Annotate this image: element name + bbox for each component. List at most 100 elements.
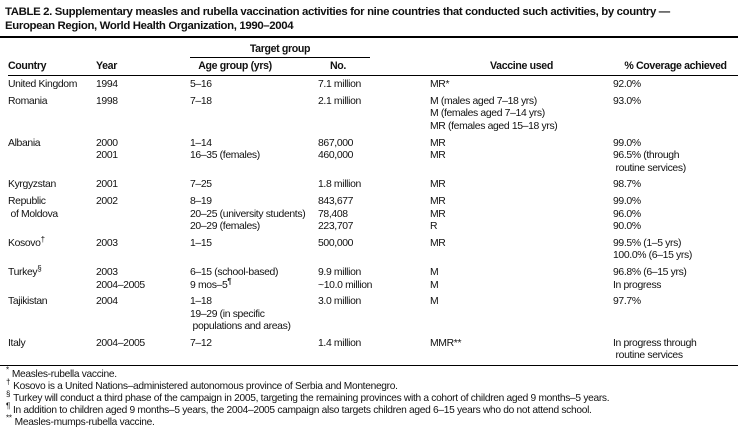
footnote-text: Turkey will conduct a third phase of the… [13, 393, 610, 405]
cell-year [96, 321, 190, 334]
cell-year: 2004 [96, 296, 118, 308]
country-name: Kosovo [8, 237, 41, 249]
table-row: Albania 2000 1–14 867,000 MR 99.0% [8, 134, 738, 151]
cell-age-group: 1–15 [190, 237, 212, 249]
cell-year: 2001 [96, 150, 118, 162]
cell-coverage [613, 321, 738, 334]
pilcrow-footnote-marker: ¶ [227, 277, 232, 287]
cell-country: Romania [8, 95, 48, 107]
cell-year [96, 250, 190, 263]
cell-year [96, 121, 190, 134]
table-row: 2001 16–35 (females) 460,000 MR 96.5% (t… [8, 150, 738, 163]
table-body: United Kingdom 1994 5–16 7.1 million MR*… [8, 76, 738, 363]
cell-year: 2001 [96, 179, 118, 191]
cell-year: 2003 [96, 266, 118, 278]
table-row: 2004–2005 9 mos–5¶ ~10.0 million M In pr… [8, 277, 738, 293]
cell-vaccine: R [430, 221, 438, 233]
table-row: Turkey§ 2003 6–15 (school-based) 9.9 mil… [8, 263, 738, 280]
table-row: 100.0% (6–15 yrs) [8, 250, 738, 263]
cell-vaccine: M (males aged 7–18 yrs) [430, 95, 537, 107]
cell-country: Turkey§ [8, 263, 96, 280]
table-title-line1: TABLE 2. Supplementary measles and rubel… [5, 6, 670, 18]
cell-age-group: 19–29 (in specific [190, 308, 265, 320]
cell-age-group: 6–15 (school-based) [190, 266, 279, 278]
column-header-number: No. [318, 57, 430, 77]
footnote-section: § Turkey will conduct a third phase of th… [6, 390, 738, 405]
cell-coverage: In progress through [613, 337, 697, 349]
cell-coverage: routine services [613, 350, 684, 362]
footnote-pilcrow: ¶ In addition to children aged 9 months–5… [6, 401, 738, 417]
cell-age-group: 20–25 (university students) [190, 208, 306, 220]
target-group-header-row: Target group [8, 38, 738, 58]
cell-number: 3.0 million [318, 296, 361, 308]
footnote-marker: ¶ [6, 401, 10, 411]
column-header-age-group: Age group (yrs) [190, 57, 318, 77]
cell-age-group: 8–19 [190, 195, 212, 207]
cell-age-group [190, 350, 318, 363]
cell-age-group: 1–18 [190, 296, 212, 308]
cell-country: Italy [8, 337, 26, 349]
cell-year: 2004–2005 [96, 279, 145, 291]
cell-country [8, 350, 96, 363]
table-row: Republic 2002 8–19 843,677 MR 99.0% [8, 192, 738, 209]
footnote-marker: * [6, 365, 9, 375]
table-row: 20–29 (females) 223,707 R 90.0% [8, 221, 738, 234]
cell-vaccine [430, 163, 613, 176]
cell-year [96, 350, 190, 363]
cell-coverage: 97.7% [613, 296, 641, 308]
cell-number: 460,000 [318, 150, 354, 162]
cell-coverage: 92.0% [613, 79, 641, 91]
cell-country: Kosovo† [8, 234, 96, 251]
cell-country [8, 108, 96, 121]
cell-age-group: 1–14 [190, 137, 212, 149]
cell-year [96, 309, 190, 322]
cell-number: 867,000 [318, 137, 354, 149]
cell-vaccine: MR [430, 208, 446, 220]
cell-country: Republic [8, 195, 46, 207]
target-group-header: Target group [190, 38, 430, 58]
cell-coverage: 99.0% [613, 195, 641, 207]
column-header-age-group-label: Age group (yrs) [198, 59, 272, 72]
cell-country [8, 250, 96, 263]
column-header-coverage: % Coverage achieved [613, 57, 738, 77]
cell-number [318, 121, 430, 134]
footnote-asterisk: * Measles-rubella vaccine. [6, 365, 738, 381]
cell-age-group: 5–16 [190, 79, 212, 91]
table-row: 19–29 (in specific [8, 309, 738, 322]
cell-age-group: populations and areas) [190, 321, 291, 333]
table-row: MR (females aged 15–18 yrs) [8, 121, 738, 134]
cell-country: Kyrgyzstan [8, 179, 56, 191]
table-row: Italy 2004–2005 7–12 1.4 million MMR** I… [8, 334, 738, 351]
cell-age-group: 9 mos–5¶ [190, 277, 318, 293]
table-row: United Kingdom 1994 5–16 7.1 million MR*… [8, 76, 738, 92]
cell-coverage [613, 108, 738, 121]
title-rule [0, 36, 738, 38]
cell-number [318, 108, 430, 121]
footnote-text: Kosovo is a United Nations–administered … [13, 381, 398, 393]
cell-country: Tajikistan [8, 296, 48, 308]
cell-coverage: 93.0% [613, 95, 641, 107]
target-group-label: Target group [190, 43, 370, 58]
cell-coverage: 98.7% [613, 179, 641, 191]
cell-year [96, 209, 190, 222]
header-spacer [430, 38, 738, 58]
column-header-row: Country Year Age group (yrs) No. Vaccine… [8, 57, 738, 77]
footnote-text: Measles-mumps-rubella vaccine. [14, 417, 155, 429]
cell-country: of Moldova [8, 208, 59, 220]
table-header: Target group Country Year Age group (yrs… [8, 38, 738, 77]
cell-number: 7.1 million [318, 79, 361, 91]
column-header-vaccine: Vaccine used [430, 57, 613, 77]
header-spacer [8, 38, 190, 58]
cell-year: 1998 [96, 95, 118, 107]
footnote-marker: ** [6, 414, 12, 424]
cell-number [318, 309, 430, 322]
cell-age-group [190, 163, 318, 176]
cell-coverage: 100.0% (6–15 yrs) [613, 250, 692, 262]
cell-coverage [613, 309, 738, 322]
cell-vaccine [430, 321, 613, 334]
footnotes: * Measles-rubella vaccine. † Kosovo is a U… [6, 365, 738, 429]
footnote-double-asterisk: ** Measles-mumps-rubella vaccine. [6, 414, 738, 429]
cell-coverage: 96.0% [613, 208, 641, 220]
cell-vaccine: MR [430, 179, 446, 191]
